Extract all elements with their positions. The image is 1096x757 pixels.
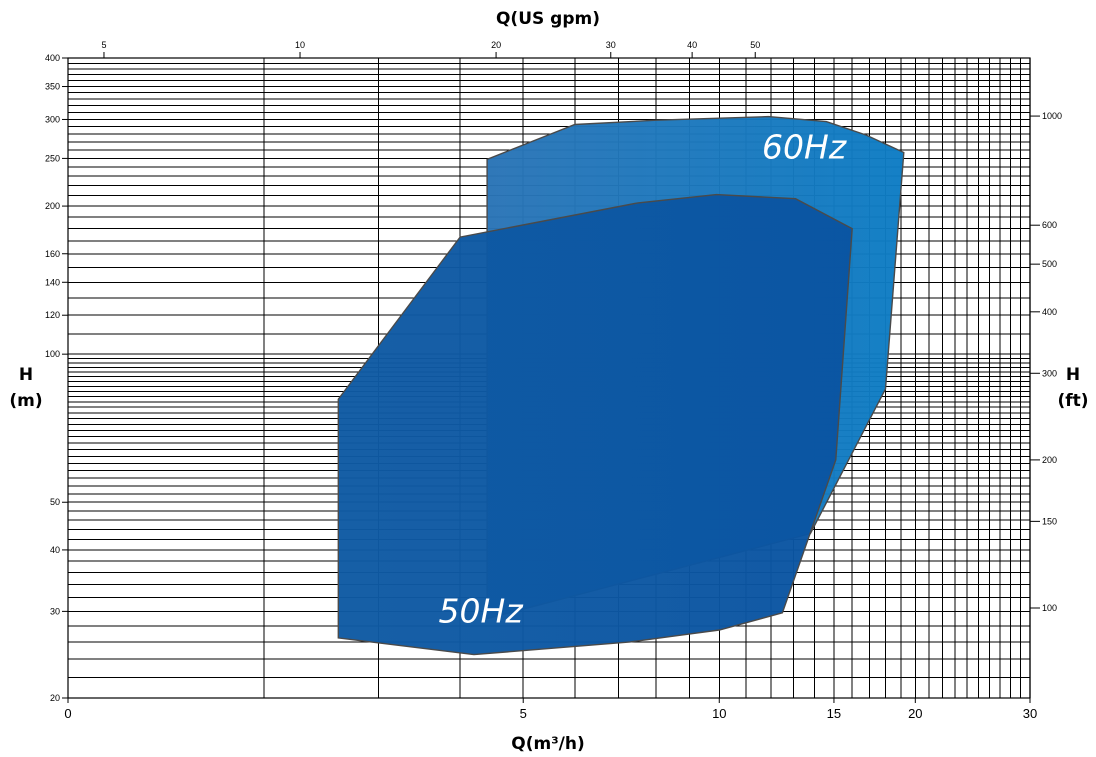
y-tick-label: 30 — [50, 606, 60, 616]
y-tick-label: 40 — [50, 545, 60, 555]
y-right-tick-label: 150 — [1042, 516, 1057, 526]
x-axis-title: Q(m³/h) — [511, 734, 584, 754]
x-top-tick-label: 50 — [750, 40, 760, 50]
x-tick-label: 15 — [827, 706, 841, 721]
y-tick-label: 120 — [45, 310, 60, 320]
x-top-tick-label: 5 — [101, 40, 106, 50]
y-axis-right-title-line2: (ft) — [1057, 391, 1088, 411]
series-region-50hz — [337, 193, 853, 656]
y-axis-right-title-line1: H — [1066, 365, 1080, 385]
y-right-tick-label: 400 — [1042, 307, 1057, 317]
x-tick-label: 30 — [1023, 706, 1037, 721]
x-top-tick-label: 30 — [606, 40, 616, 50]
x-top-tick-label: 20 — [491, 40, 501, 50]
y-axis-title-line1: H — [19, 365, 33, 385]
x-tick-label: 20 — [908, 706, 922, 721]
y-tick-label: 100 — [45, 349, 60, 359]
label-layer: 60Hz 50Hz 0 5 10 15 20 30 5 10 20 30 40 50 20 30 40 50 100… — [45, 40, 1062, 721]
y-tick-label: 400 — [45, 53, 60, 63]
y-axis-title-line2: (m) — [9, 391, 42, 411]
series-label-50hz: 50Hz — [439, 591, 524, 630]
y-right-tick-label: 600 — [1042, 220, 1057, 230]
y-right-tick-label: 100 — [1042, 603, 1057, 613]
y-right-tick-label: 1000 — [1042, 111, 1062, 121]
y-tick-label: 300 — [45, 115, 60, 125]
y-tick-label: 20 — [50, 693, 60, 703]
y-tick-label: 50 — [50, 497, 60, 507]
x-top-tick-label: 10 — [295, 40, 305, 50]
y-tick-label: 350 — [45, 82, 60, 92]
x-top-tick-label: 40 — [687, 40, 697, 50]
y-right-tick-label: 300 — [1042, 368, 1057, 378]
series-layer — [337, 115, 905, 656]
y-right-tick-label: 200 — [1042, 455, 1057, 465]
x-tick-label: 10 — [712, 706, 726, 721]
y-tick-label: 140 — [45, 277, 60, 287]
series-label-60hz: 60Hz — [762, 127, 847, 166]
x-tick-label: 0 — [64, 706, 71, 721]
y-tick-label: 250 — [45, 153, 60, 163]
y-right-tick-label: 500 — [1042, 259, 1057, 269]
x-axis-top-title: Q(US gpm) — [496, 9, 600, 29]
x-tick-label: 5 — [520, 706, 527, 721]
y-tick-label: 200 — [45, 201, 60, 211]
y-tick-label: 160 — [45, 249, 60, 259]
